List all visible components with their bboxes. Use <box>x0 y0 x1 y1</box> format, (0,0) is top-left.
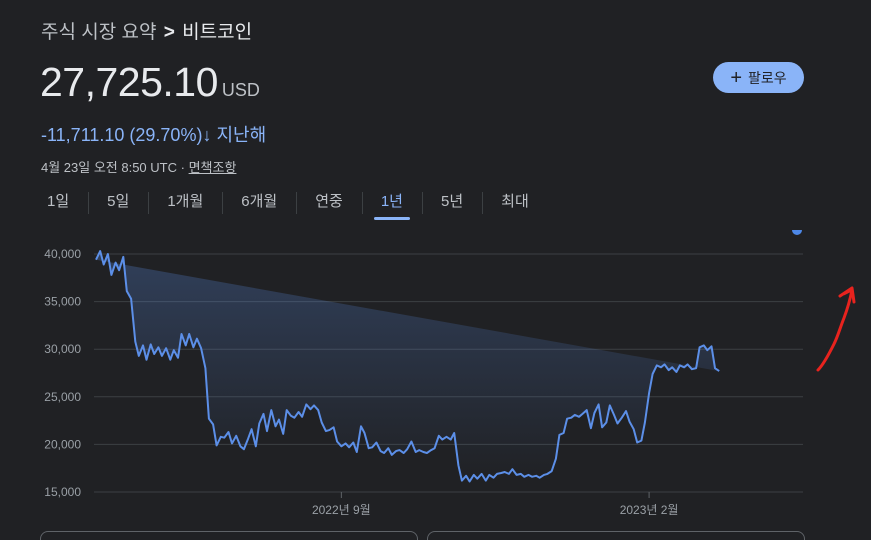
price-currency: USD <box>221 80 260 100</box>
chart-area <box>96 251 720 482</box>
breadcrumb-root[interactable]: 주식 시장 요약 <box>41 22 157 43</box>
current-price: 27,725.10 <box>40 59 218 105</box>
meta-row: 4월 23일 오전 8:50 UTC · 면책조항 <box>41 157 236 176</box>
chart-line <box>95 250 720 483</box>
chart-last-point <box>792 230 802 235</box>
breadcrumb-current: 비트코인 <box>182 22 253 43</box>
plus-icon: + <box>730 66 743 89</box>
price-change-period: 지난해 <box>216 125 267 145</box>
y-tick-label: 30,000 <box>44 342 81 356</box>
disclaimer-link[interactable]: 면책조항 <box>188 160 237 175</box>
price-chart: 40,000 35,000 30,000 25,000 20,000 15,000 202… <box>44 230 803 517</box>
price-series-line <box>95 250 720 483</box>
breadcrumb: 주식 시장 요약 > 비트코인 <box>41 17 252 44</box>
y-tick-label: 40,000 <box>44 247 81 261</box>
tab-range-5[interactable]: 1년 <box>361 187 422 220</box>
tab-range-4[interactable]: 연중 <box>296 187 362 217</box>
timestamp: 4월 23일 오전 8:50 UTC <box>41 160 177 175</box>
x-tick-label: 2023년 2월 <box>620 503 679 517</box>
tab-range-0[interactable]: 1일 <box>47 193 70 210</box>
hand-drawn-up-arrow <box>816 286 856 372</box>
y-tick-label: 25,000 <box>44 390 81 404</box>
price-change-value: -11,711.10 (29.70%) <box>41 125 203 145</box>
x-tick-label: 2022년 9월 <box>312 503 371 517</box>
price-change: -11,711.10 (29.70%)↓ 지난해 <box>41 121 266 147</box>
stats-card-left <box>40 531 418 540</box>
tab-range-7[interactable]: 최대 <box>482 187 548 217</box>
range-tabs: 1일 5일 1개월 6개월 연중 1년 5년 최대 <box>28 186 548 220</box>
chart-x-axis: 2022년 9월 2023년 2월 <box>312 492 679 517</box>
y-tick-label: 20,000 <box>44 437 81 451</box>
stats-card-right <box>427 531 805 540</box>
breadcrumb-separator: > <box>163 22 175 43</box>
tab-range-1[interactable]: 5일 <box>88 187 148 217</box>
price-area-fill <box>96 251 720 482</box>
y-tick-label: 15,000 <box>44 485 81 499</box>
price-row: 27,725.10 USD <box>40 59 260 106</box>
tab-range-6[interactable]: 5년 <box>421 187 482 217</box>
tab-range-3[interactable]: 6개월 <box>222 187 296 217</box>
arrow-down-icon: ↓ <box>202 125 212 145</box>
follow-button[interactable]: + 팔로우 <box>713 62 804 93</box>
tab-range-2[interactable]: 1개월 <box>148 187 222 217</box>
y-tick-label: 35,000 <box>44 295 81 309</box>
follow-button-label: 팔로우 <box>748 69 787 86</box>
last-price-point <box>792 230 802 235</box>
meta-separator: · <box>180 160 185 175</box>
